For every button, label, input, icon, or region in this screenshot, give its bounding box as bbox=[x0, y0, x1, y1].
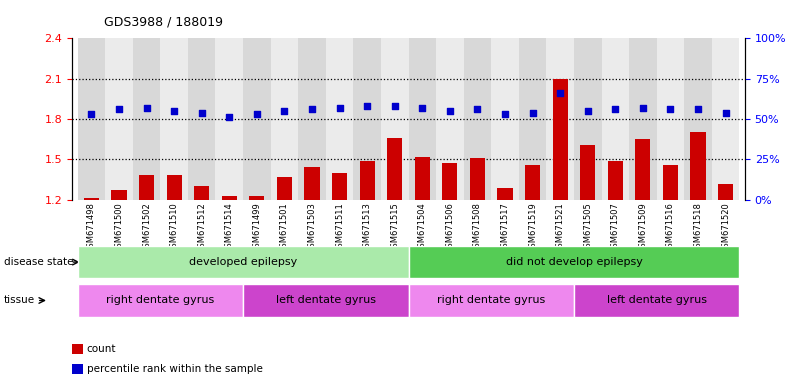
Point bbox=[553, 90, 566, 96]
Bar bbox=[353, 38, 381, 200]
Point bbox=[582, 108, 594, 114]
Point bbox=[388, 103, 401, 109]
Bar bbox=[222, 196, 237, 200]
Bar bbox=[464, 38, 491, 200]
Point bbox=[444, 108, 457, 114]
Text: disease state: disease state bbox=[4, 257, 74, 267]
Bar bbox=[304, 167, 320, 200]
Bar bbox=[629, 38, 657, 200]
Point bbox=[664, 106, 677, 113]
Point bbox=[195, 109, 208, 116]
Bar bbox=[84, 199, 99, 200]
Text: left dentate gyrus: left dentate gyrus bbox=[606, 295, 706, 306]
Bar bbox=[635, 139, 650, 200]
Point bbox=[140, 105, 153, 111]
Bar bbox=[409, 38, 436, 200]
Point bbox=[526, 109, 539, 116]
Bar bbox=[215, 38, 243, 200]
Bar bbox=[139, 175, 154, 200]
Bar bbox=[133, 38, 160, 200]
Point bbox=[637, 105, 650, 111]
Bar bbox=[277, 177, 292, 200]
Bar bbox=[271, 38, 298, 200]
Bar bbox=[608, 161, 623, 200]
Bar bbox=[111, 190, 127, 200]
Point bbox=[691, 106, 704, 113]
Bar bbox=[360, 161, 375, 200]
Text: developed epilepsy: developed epilepsy bbox=[189, 257, 297, 267]
Bar bbox=[78, 38, 105, 200]
Bar bbox=[160, 38, 188, 200]
Bar bbox=[105, 38, 133, 200]
Point bbox=[113, 106, 126, 113]
Bar bbox=[442, 164, 457, 200]
Bar bbox=[684, 38, 712, 200]
Bar bbox=[249, 196, 264, 200]
Point bbox=[416, 105, 429, 111]
Bar bbox=[519, 38, 546, 200]
Bar bbox=[546, 38, 574, 200]
Point bbox=[278, 108, 291, 114]
Bar bbox=[580, 145, 595, 200]
Bar bbox=[663, 165, 678, 200]
Bar bbox=[326, 38, 353, 200]
Bar bbox=[436, 38, 464, 200]
Bar bbox=[470, 158, 485, 200]
Bar bbox=[497, 188, 513, 200]
Text: tissue: tissue bbox=[4, 295, 35, 306]
Point bbox=[719, 109, 732, 116]
Point bbox=[360, 103, 373, 109]
Bar bbox=[574, 38, 602, 200]
Text: count: count bbox=[87, 344, 116, 354]
Bar bbox=[602, 38, 629, 200]
Text: GDS3988 / 188019: GDS3988 / 188019 bbox=[104, 15, 223, 28]
Bar bbox=[712, 38, 739, 200]
Bar bbox=[194, 186, 209, 200]
Point bbox=[609, 106, 622, 113]
Bar bbox=[553, 79, 568, 200]
Bar bbox=[657, 38, 684, 200]
Bar bbox=[167, 175, 182, 200]
Point bbox=[223, 114, 235, 121]
Point bbox=[333, 105, 346, 111]
Bar bbox=[381, 38, 409, 200]
Point bbox=[498, 111, 511, 117]
Text: right dentate gyrus: right dentate gyrus bbox=[437, 295, 545, 306]
Point bbox=[85, 111, 98, 117]
Text: did not develop epilepsy: did not develop epilepsy bbox=[505, 257, 642, 267]
Point bbox=[306, 106, 319, 113]
Bar bbox=[690, 132, 706, 200]
Bar bbox=[188, 38, 215, 200]
Bar bbox=[415, 157, 430, 200]
Text: percentile rank within the sample: percentile rank within the sample bbox=[87, 364, 263, 374]
Bar bbox=[243, 38, 271, 200]
Point bbox=[167, 108, 180, 114]
Bar bbox=[718, 184, 733, 200]
Bar bbox=[387, 138, 402, 200]
Bar bbox=[332, 173, 347, 200]
Bar bbox=[298, 38, 326, 200]
Point bbox=[471, 106, 484, 113]
Point bbox=[251, 111, 264, 117]
Bar bbox=[491, 38, 519, 200]
Bar bbox=[525, 165, 540, 200]
Text: left dentate gyrus: left dentate gyrus bbox=[276, 295, 376, 306]
Text: right dentate gyrus: right dentate gyrus bbox=[107, 295, 215, 306]
